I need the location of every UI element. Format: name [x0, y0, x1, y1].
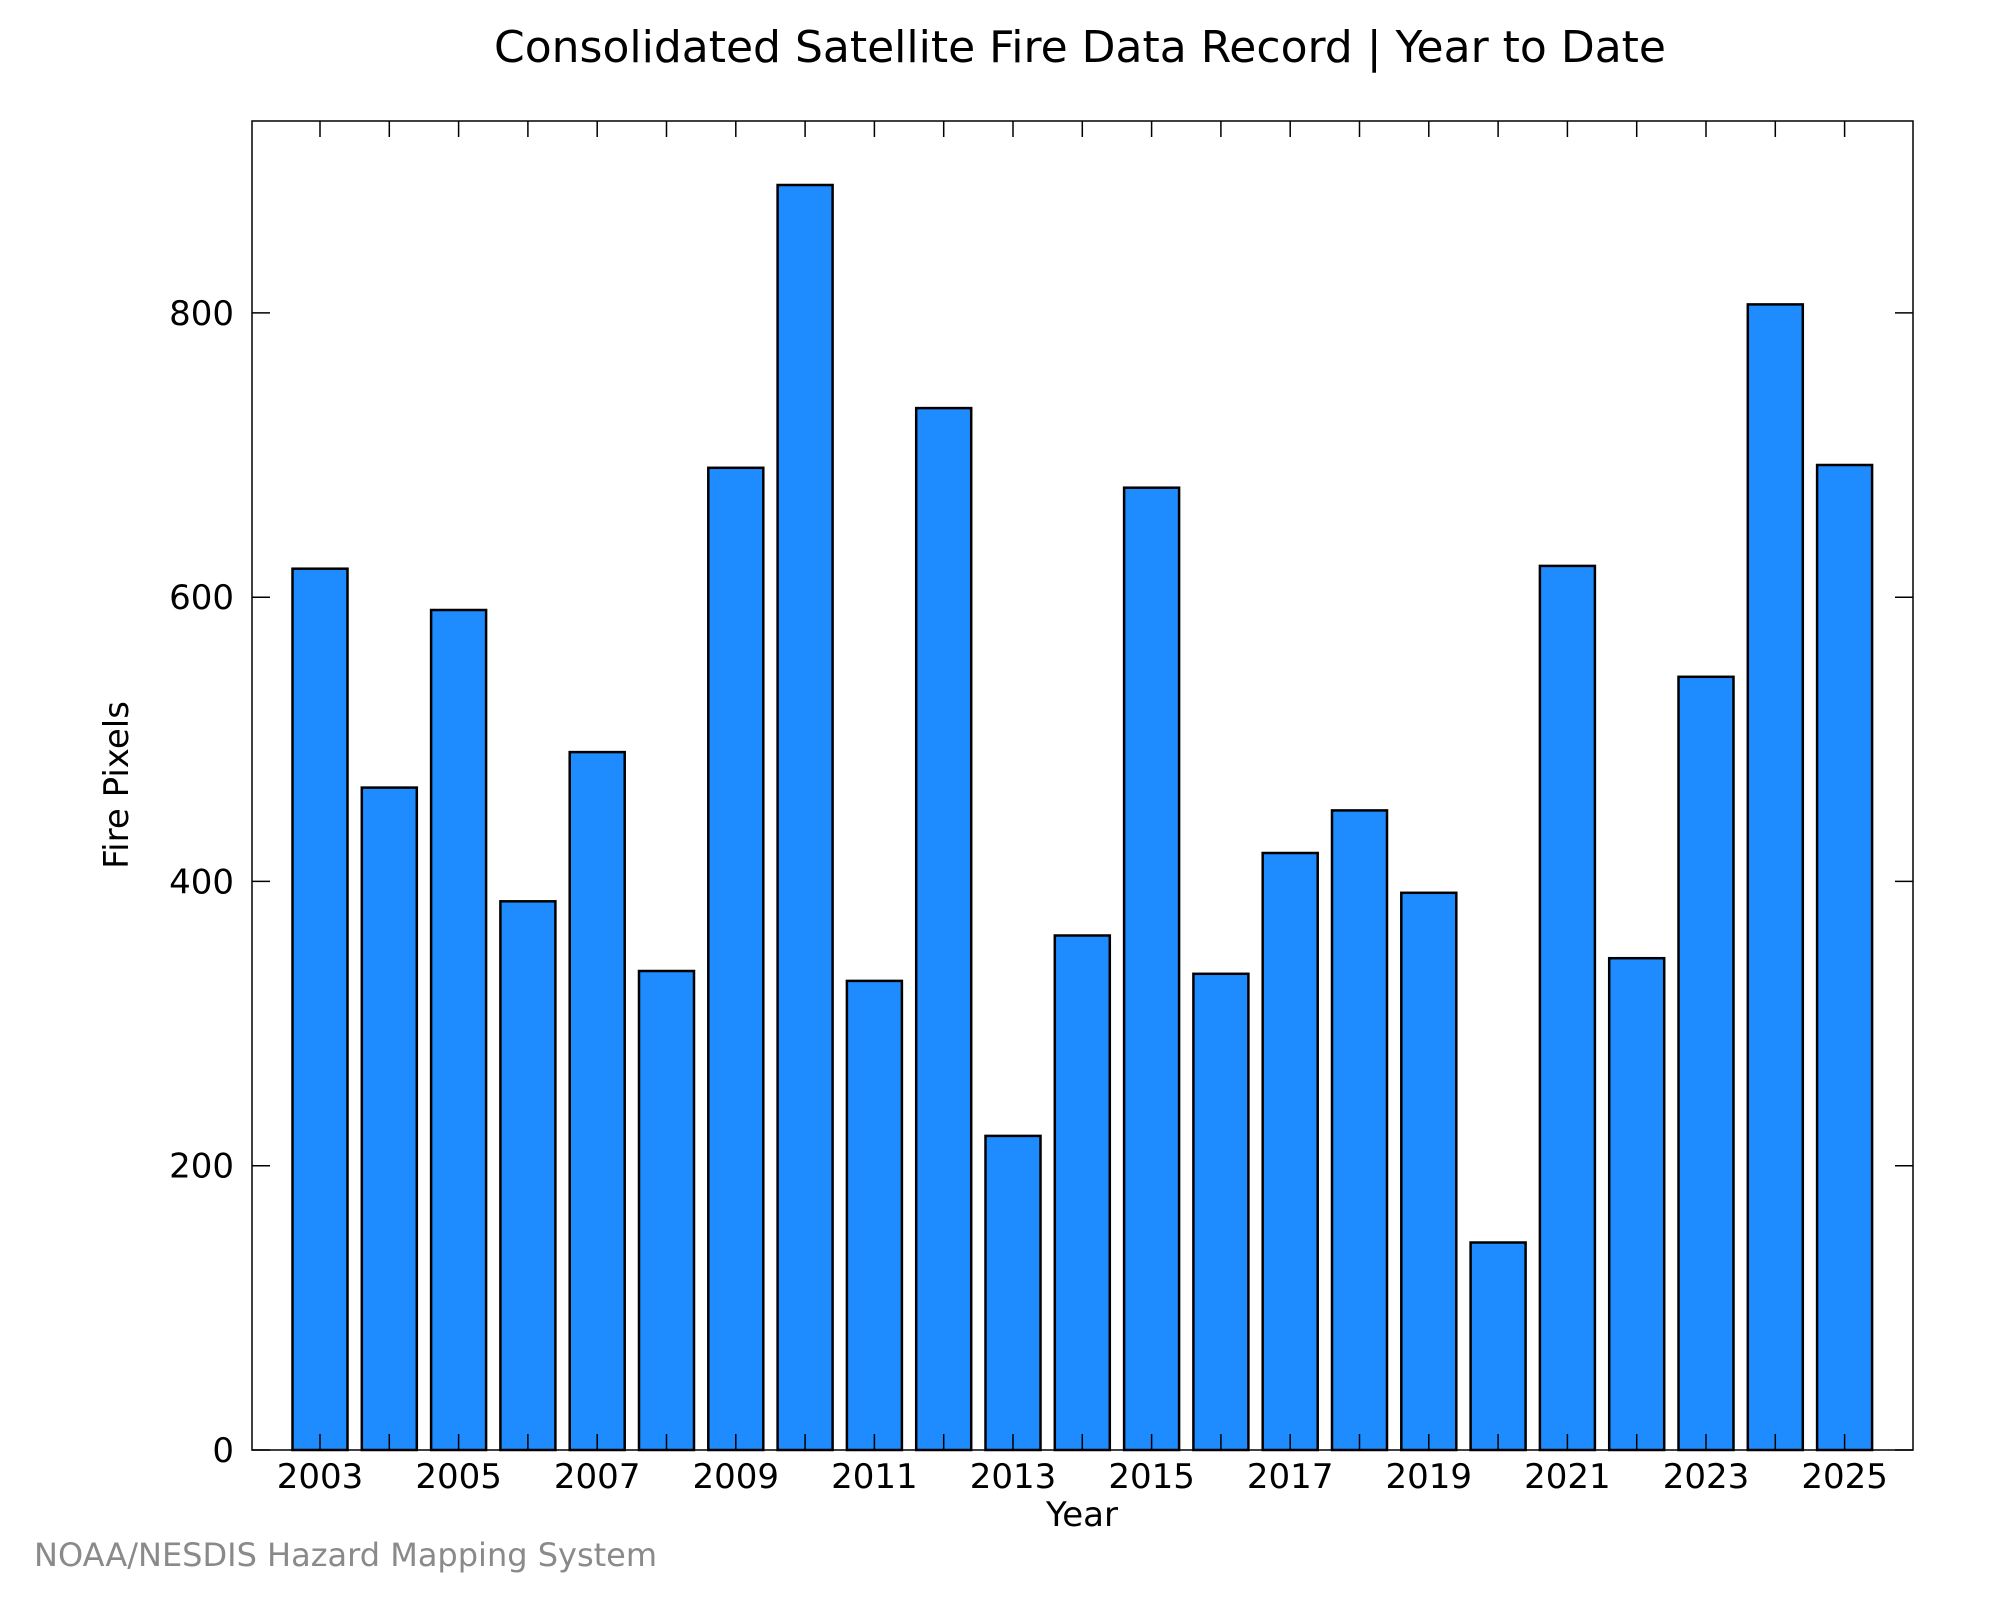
y-tick-label-800: 800: [169, 294, 234, 334]
x-tick-label-2023: 2023: [1663, 1457, 1750, 1497]
x-tick-label-2005: 2005: [415, 1457, 502, 1497]
y-tick-label-200: 200: [169, 1147, 234, 1187]
x-tick-label-2003: 2003: [277, 1457, 364, 1497]
bar-2021: [1538, 564, 1597, 1452]
ticks-group: 0 200 400 600 800 2003 2005 2007 2009 2011 2013 201…: [169, 121, 1913, 1497]
bar-2019: [1400, 891, 1458, 1452]
x-tick-label-2007: 2007: [554, 1457, 641, 1497]
x-tick-label-2025: 2025: [1801, 1457, 1888, 1497]
x-tick-label-2013: 2013: [970, 1457, 1057, 1497]
y-tick-label-600: 600: [169, 578, 234, 618]
bar-2023: [1677, 675, 1735, 1452]
bar-2018: [1330, 809, 1389, 1452]
bar-2020: [1469, 1241, 1527, 1452]
bar-2004: [360, 786, 419, 1452]
y-tick-label-400: 400: [169, 862, 234, 902]
bar-2025: [1815, 463, 1874, 1452]
x-tick-label-2011: 2011: [831, 1457, 918, 1497]
bar-2014: [1053, 934, 1112, 1452]
bar-2008: [637, 969, 696, 1452]
x-tick-label-2021: 2021: [1524, 1457, 1611, 1497]
bar-2013: [984, 1134, 1042, 1452]
bar-2016: [1192, 972, 1250, 1452]
source-credit: NOAA/NESDIS Hazard Mapping System: [34, 1536, 658, 1574]
bar-2010: [776, 183, 834, 1452]
bar-2012: [914, 406, 973, 1452]
x-tick-label-2009: 2009: [693, 1457, 780, 1497]
x-tick-label-2019: 2019: [1386, 1457, 1473, 1497]
bar-2024: [1746, 303, 1805, 1452]
y-tick-label-0: 0: [212, 1431, 234, 1471]
bar-2005: [429, 608, 488, 1452]
plot-frame: [251, 120, 1914, 1451]
bar-2011: [845, 979, 904, 1452]
bar-2003: [291, 567, 349, 1452]
bar-2015: [1122, 486, 1181, 1452]
bar-2022: [1607, 956, 1666, 1452]
bar-2009: [707, 466, 765, 1452]
y-axis-label: Fire Pixels: [97, 701, 137, 869]
x-tick-label-2015: 2015: [1108, 1457, 1195, 1497]
bar-2006: [499, 900, 557, 1452]
bar-2007: [568, 750, 626, 1452]
bar-2017: [1261, 851, 1319, 1452]
x-tick-label-2017: 2017: [1247, 1457, 1334, 1497]
chart-title: Consolidated Satellite Fire Data Record …: [494, 22, 1666, 73]
x-axis-label: Year: [1045, 1495, 1118, 1535]
bars-group: [291, 183, 1874, 1452]
